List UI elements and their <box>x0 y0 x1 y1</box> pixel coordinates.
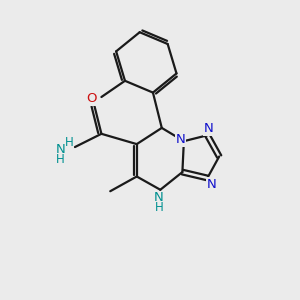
Text: H: H <box>154 201 163 214</box>
Text: H: H <box>65 136 74 149</box>
Text: N: N <box>55 143 65 157</box>
Text: O: O <box>86 92 96 105</box>
Text: N: N <box>176 133 185 146</box>
Text: N: N <box>207 178 217 191</box>
Text: N: N <box>154 191 164 205</box>
Text: H: H <box>56 153 64 166</box>
Text: N: N <box>204 122 214 135</box>
